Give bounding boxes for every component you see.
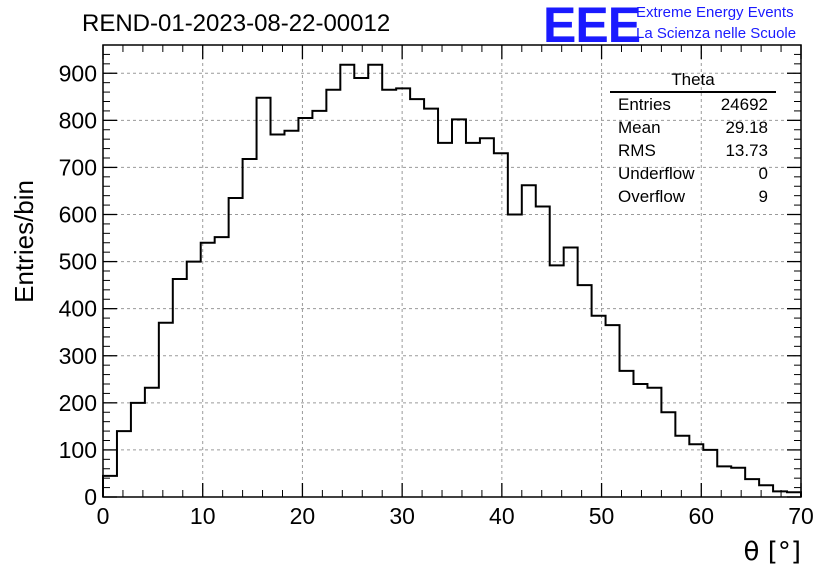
x-tick-label: 10 bbox=[190, 503, 216, 529]
y-tick-label: 700 bbox=[59, 154, 97, 180]
x-tick-label: 30 bbox=[389, 503, 415, 529]
x-tick-label: 40 bbox=[489, 503, 515, 529]
stats-value: 29.18 bbox=[725, 118, 768, 137]
stats-value: 9 bbox=[758, 187, 768, 206]
minor-ticks bbox=[103, 44, 801, 497]
run-title: REND-01-2023-08-22-00012 bbox=[82, 10, 391, 37]
stats-value: 24692 bbox=[720, 95, 768, 114]
histogram-step-line bbox=[102, 63, 802, 497]
x-tick-label: 50 bbox=[589, 503, 615, 529]
y-tick-label: 200 bbox=[59, 390, 97, 416]
y-tick-label: 100 bbox=[59, 437, 97, 463]
stats-row-entries: Entries 24692 bbox=[610, 93, 776, 116]
stats-row-overflow: Overflow 9 bbox=[610, 185, 776, 208]
x-tick-label: 20 bbox=[290, 503, 316, 529]
stats-row-mean: Mean 29.18 bbox=[610, 116, 776, 139]
plot-frame bbox=[102, 44, 802, 498]
y-tick-labels: 0 100 200 300 400 500 600 700 800 900 bbox=[59, 60, 97, 510]
y-tick-label: 800 bbox=[59, 107, 97, 133]
major-ticks bbox=[102, 45, 802, 498]
stats-label: Entries bbox=[618, 95, 671, 114]
stats-row-rms: RMS 13.73 bbox=[610, 139, 776, 162]
x-tick-label: 60 bbox=[688, 503, 714, 529]
logo-text-line1: Extreme Energy Events bbox=[636, 4, 794, 21]
y-tick-label: 600 bbox=[59, 202, 97, 228]
stats-value: 13.73 bbox=[725, 141, 768, 160]
y-tick-label: 400 bbox=[59, 296, 97, 322]
y-tick-label: 300 bbox=[59, 343, 97, 369]
stats-label: Mean bbox=[618, 118, 661, 137]
y-tick-label: 0 bbox=[84, 484, 97, 510]
stats-label: RMS bbox=[618, 141, 656, 160]
stats-title: Theta bbox=[610, 70, 776, 93]
stats-value: 0 bbox=[758, 164, 768, 183]
stats-label: Overflow bbox=[618, 187, 686, 206]
y-tick-label: 500 bbox=[59, 249, 97, 275]
x-tick-labels: 0 10 20 30 40 50 60 70 bbox=[97, 503, 814, 529]
x-tick-label: 70 bbox=[788, 503, 814, 529]
y-axis-label: Entries/bin bbox=[9, 180, 39, 303]
x-axis-label: θ [°] bbox=[744, 537, 801, 567]
stats-box: Theta Entries 24692 Mean 29.18 RMS 13.73… bbox=[610, 70, 776, 208]
x-tick-label: 0 bbox=[97, 503, 110, 529]
eee-logo: EEE bbox=[543, 0, 641, 53]
logo-text-line2: La Scienza nelle Scuole bbox=[636, 25, 797, 42]
stats-label: Underflow bbox=[618, 164, 695, 183]
y-tick-label: 900 bbox=[59, 60, 97, 86]
stats-row-underflow: Underflow 0 bbox=[610, 162, 776, 185]
